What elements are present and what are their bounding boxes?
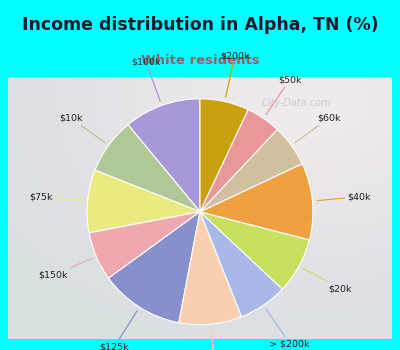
Wedge shape — [200, 212, 310, 289]
Text: White residents: White residents — [141, 54, 259, 66]
Wedge shape — [200, 212, 282, 317]
Wedge shape — [95, 125, 200, 212]
Wedge shape — [128, 99, 200, 212]
Text: Income distribution in Alpha, TN (%): Income distribution in Alpha, TN (%) — [22, 16, 378, 34]
Wedge shape — [200, 110, 277, 212]
Text: $20k: $20k — [303, 268, 352, 293]
Text: $50k: $50k — [266, 75, 302, 114]
Wedge shape — [200, 130, 302, 212]
Wedge shape — [109, 212, 200, 323]
Wedge shape — [89, 212, 200, 278]
Text: City-Data.com: City-Data.com — [261, 98, 331, 108]
Text: $125k: $125k — [100, 311, 137, 350]
Text: $10k: $10k — [59, 113, 105, 143]
Wedge shape — [200, 99, 248, 212]
Text: $150k: $150k — [39, 258, 92, 280]
Text: $30k: $30k — [203, 329, 227, 350]
Text: > $200k: > $200k — [266, 309, 310, 348]
Wedge shape — [87, 170, 200, 233]
Text: $200k: $200k — [220, 51, 250, 97]
Text: $60k: $60k — [295, 113, 341, 143]
Text: $100k: $100k — [131, 57, 161, 101]
Text: $75k: $75k — [29, 192, 83, 201]
Wedge shape — [179, 212, 242, 325]
Wedge shape — [200, 164, 313, 240]
Text: $40k: $40k — [317, 192, 371, 201]
